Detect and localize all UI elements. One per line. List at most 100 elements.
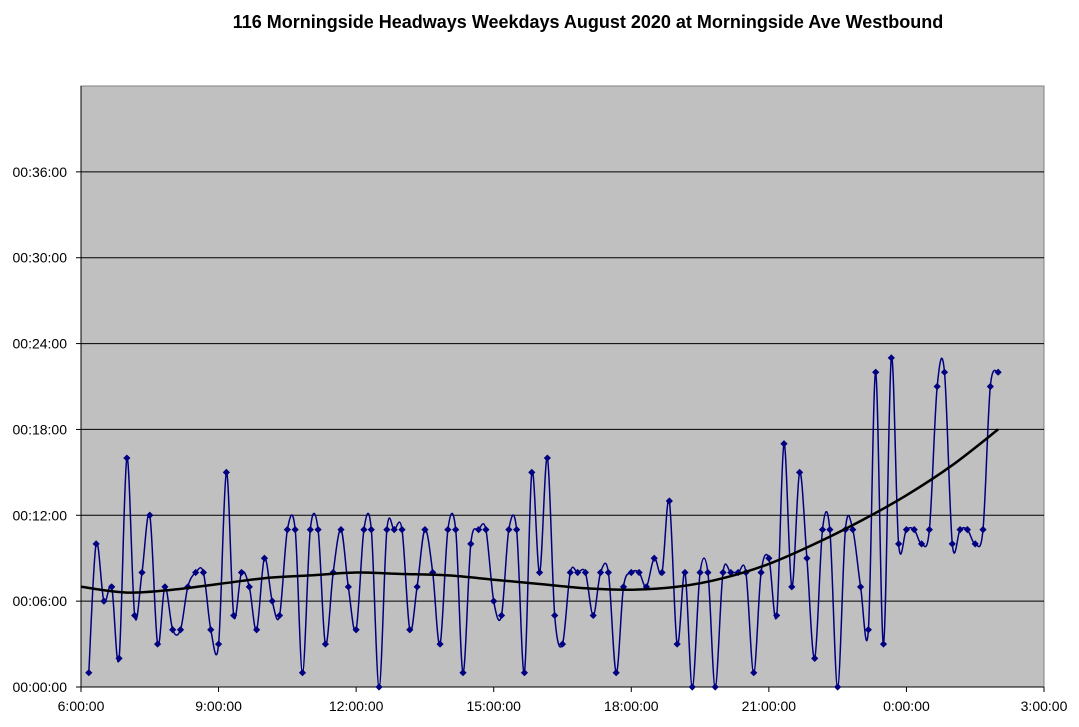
data-point — [153, 640, 162, 648]
data-point — [719, 568, 727, 577]
data-point — [895, 540, 903, 548]
y-tick-label: 00:30:00 — [13, 250, 68, 266]
data-point — [558, 640, 567, 648]
data-point — [199, 568, 208, 577]
data-point — [459, 669, 467, 677]
data-point — [482, 525, 490, 534]
x-tick-label: 18:00:00 — [604, 698, 659, 714]
data-point — [375, 683, 383, 691]
data-point — [604, 568, 612, 577]
data-point — [627, 568, 635, 577]
data-point — [291, 525, 299, 534]
data-point — [268, 597, 276, 605]
data-point — [314, 525, 322, 534]
data-point — [864, 626, 872, 634]
data-point — [321, 640, 330, 648]
data-point — [192, 568, 200, 577]
data-point — [169, 626, 177, 634]
data-point — [887, 354, 895, 362]
plot-area — [80, 85, 1045, 688]
data-point — [452, 525, 460, 534]
x-tick-label: 21:00:00 — [742, 698, 797, 714]
data-point — [92, 540, 100, 548]
y-tick-label: 00:24:00 — [13, 336, 68, 352]
data-point — [979, 525, 987, 534]
data-point — [994, 368, 1002, 376]
y-tick-label: 00:12:00 — [13, 507, 68, 523]
data-point — [803, 554, 811, 562]
data-point — [520, 669, 529, 677]
data-point — [612, 669, 620, 677]
data-point — [910, 525, 918, 534]
x-tick-label: 3:00:00 — [1021, 698, 1068, 714]
data-point — [963, 525, 972, 534]
data-point — [535, 568, 544, 577]
data-point — [283, 525, 291, 534]
data-point — [826, 525, 834, 534]
data-point — [367, 525, 375, 534]
data-point — [161, 583, 169, 591]
data-point — [513, 525, 521, 534]
data-point — [222, 468, 230, 476]
data-point — [688, 683, 696, 691]
data-point — [100, 597, 108, 605]
x-tick-label: 6:00:00 — [58, 698, 105, 714]
data-point — [834, 683, 842, 691]
y-tick-label: 00:06:00 — [13, 593, 68, 609]
data-point — [398, 525, 406, 534]
data-point — [727, 568, 735, 577]
data-point — [497, 611, 506, 620]
data-point — [635, 568, 643, 577]
data-point — [528, 468, 536, 476]
data-point — [788, 583, 796, 591]
x-tick-label: 0:00:00 — [883, 698, 930, 714]
data-point — [933, 382, 941, 391]
data-point — [505, 525, 513, 534]
data-point — [214, 640, 223, 648]
data-point — [406, 626, 414, 634]
data-point — [711, 683, 719, 691]
data-point — [260, 554, 269, 562]
data-point — [566, 568, 574, 577]
data-point — [596, 568, 605, 577]
data-point — [956, 525, 964, 534]
data-point — [467, 540, 475, 548]
data-point — [765, 554, 773, 562]
data-point — [306, 525, 314, 534]
data-point — [85, 669, 93, 677]
data-point — [337, 525, 345, 534]
data-point — [581, 568, 590, 577]
data-point — [902, 525, 911, 534]
data-point — [383, 525, 391, 534]
data-point — [237, 568, 246, 577]
data-point — [658, 568, 666, 577]
data-point — [230, 611, 238, 620]
data-point — [696, 568, 704, 577]
data-point — [971, 540, 979, 548]
data-point — [856, 583, 865, 591]
trend-path — [80, 428, 999, 594]
data-point — [298, 669, 307, 677]
data-point — [795, 468, 804, 476]
data-point — [390, 525, 398, 534]
data-point — [138, 568, 146, 577]
data-point — [879, 640, 888, 648]
data-point — [589, 611, 597, 620]
data-point — [413, 583, 421, 591]
data-point — [352, 626, 360, 634]
data-point — [131, 611, 139, 620]
data-point — [650, 554, 658, 562]
data-point — [925, 525, 933, 534]
trend-line — [80, 428, 999, 594]
data-point — [108, 583, 116, 591]
data-point — [543, 454, 551, 462]
data-point — [704, 568, 712, 577]
grid-lines — [81, 171, 1044, 602]
y-tick-label: 00:00:00 — [13, 679, 68, 695]
data-point — [872, 368, 880, 376]
data-point — [360, 525, 368, 534]
data-point — [436, 640, 444, 648]
data-point — [490, 597, 498, 605]
data-point — [773, 611, 781, 620]
